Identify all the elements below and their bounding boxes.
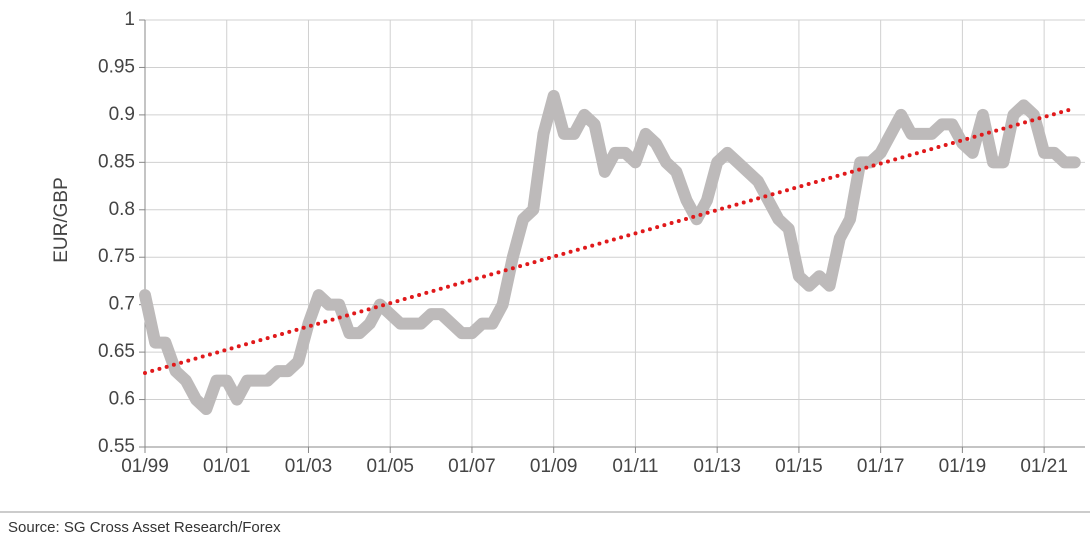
y-tick-label: 0.85: [98, 151, 135, 172]
source: Source: SG Cross Asset Research/Forex: [8, 519, 281, 536]
x-tick-label: 01/13: [693, 456, 741, 477]
y-tick-label: 0.75: [98, 246, 135, 267]
trend-line: [143, 106, 1077, 375]
x-tick-label: 01/11: [612, 456, 658, 477]
y-tick-label: 0.65: [98, 341, 135, 362]
y-tick-label: 0.7: [109, 294, 135, 315]
y-tick-label: 0.55: [98, 436, 135, 457]
x-tick-label: 01/01: [203, 456, 251, 477]
y-tick-label: 0.9: [109, 104, 135, 125]
series-line: [139, 89, 1081, 416]
y-tick-label: 0.95: [98, 56, 135, 77]
x-tick-label: 01/03: [285, 456, 333, 477]
x-tick-label: 01/15: [775, 456, 823, 477]
x-tick-label: 01/99: [121, 456, 169, 477]
x-tick-label: 01/21: [1020, 456, 1068, 477]
y-tick-label: 0.6: [109, 389, 135, 410]
x-tick-label: 01/17: [857, 456, 905, 477]
y-tick-label: 0.8: [109, 199, 135, 220]
y-axis-label: EUR/GBP: [51, 177, 72, 263]
x-tick-label: 01/09: [530, 456, 578, 477]
x-tick-label: 01/19: [939, 456, 987, 477]
x-tick-label: 01/07: [448, 456, 496, 477]
x-tick-label: 01/05: [366, 456, 414, 477]
y-tick-label: 1: [124, 9, 135, 30]
